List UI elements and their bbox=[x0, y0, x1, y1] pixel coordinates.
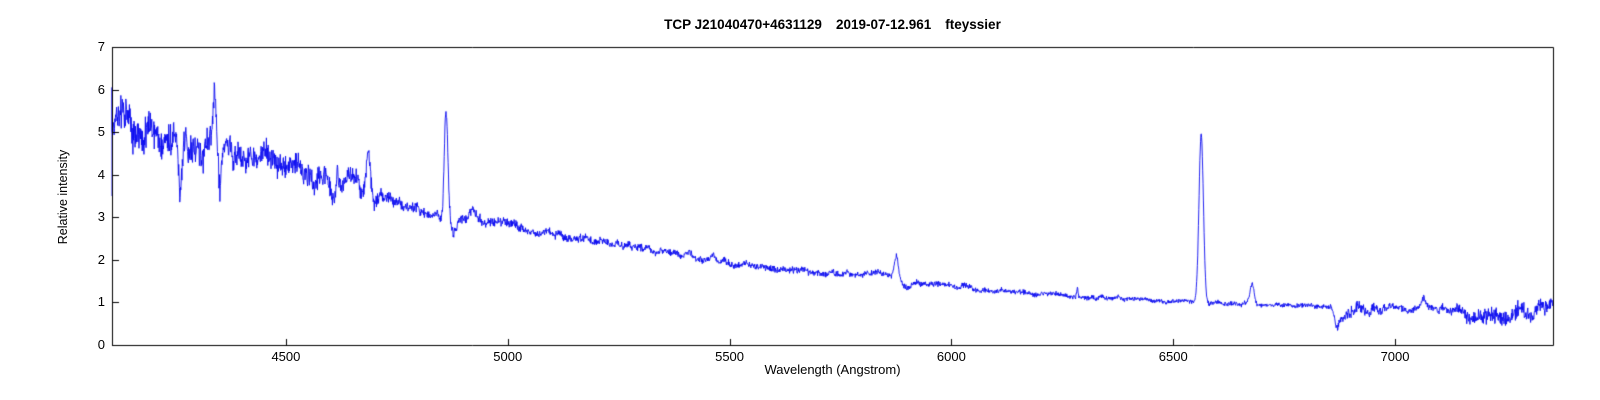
x-tick-label-6500: 6500 bbox=[1158, 349, 1188, 364]
y-tick-label-3: 3 bbox=[97, 209, 105, 225]
y-tick-label-7: 7 bbox=[97, 39, 105, 54]
x-tick-label-5500: 5500 bbox=[715, 349, 745, 364]
x-tick-label-7000: 7000 bbox=[1380, 349, 1410, 364]
y-tick-label-2: 2 bbox=[97, 251, 105, 267]
title-observer-name: fteyssier bbox=[945, 17, 1001, 32]
y-tick-label-6: 6 bbox=[97, 81, 105, 97]
chart-title: TCP J21040470+4631129 2019-07-12.961 fteys… bbox=[112, 17, 1553, 32]
y-tick-label-5: 5 bbox=[97, 124, 105, 140]
title-observation-date: 2019-07-12.961 bbox=[835, 17, 932, 32]
x-tick-label-5000: 5000 bbox=[493, 349, 523, 364]
y-tick-label-4: 4 bbox=[97, 166, 105, 182]
title-object-name: TCP J21040470+4631129 bbox=[664, 17, 822, 32]
x-axis-label: Wavelength (Angstrom) bbox=[764, 362, 901, 377]
y-tick-label-1: 1 bbox=[97, 294, 105, 310]
y-axis-label: Relative intensity bbox=[56, 149, 70, 245]
x-tick-label-4500: 4500 bbox=[271, 349, 301, 364]
x-tick-label-6000: 6000 bbox=[936, 349, 966, 364]
y-tick-label-0: 0 bbox=[97, 337, 105, 352]
